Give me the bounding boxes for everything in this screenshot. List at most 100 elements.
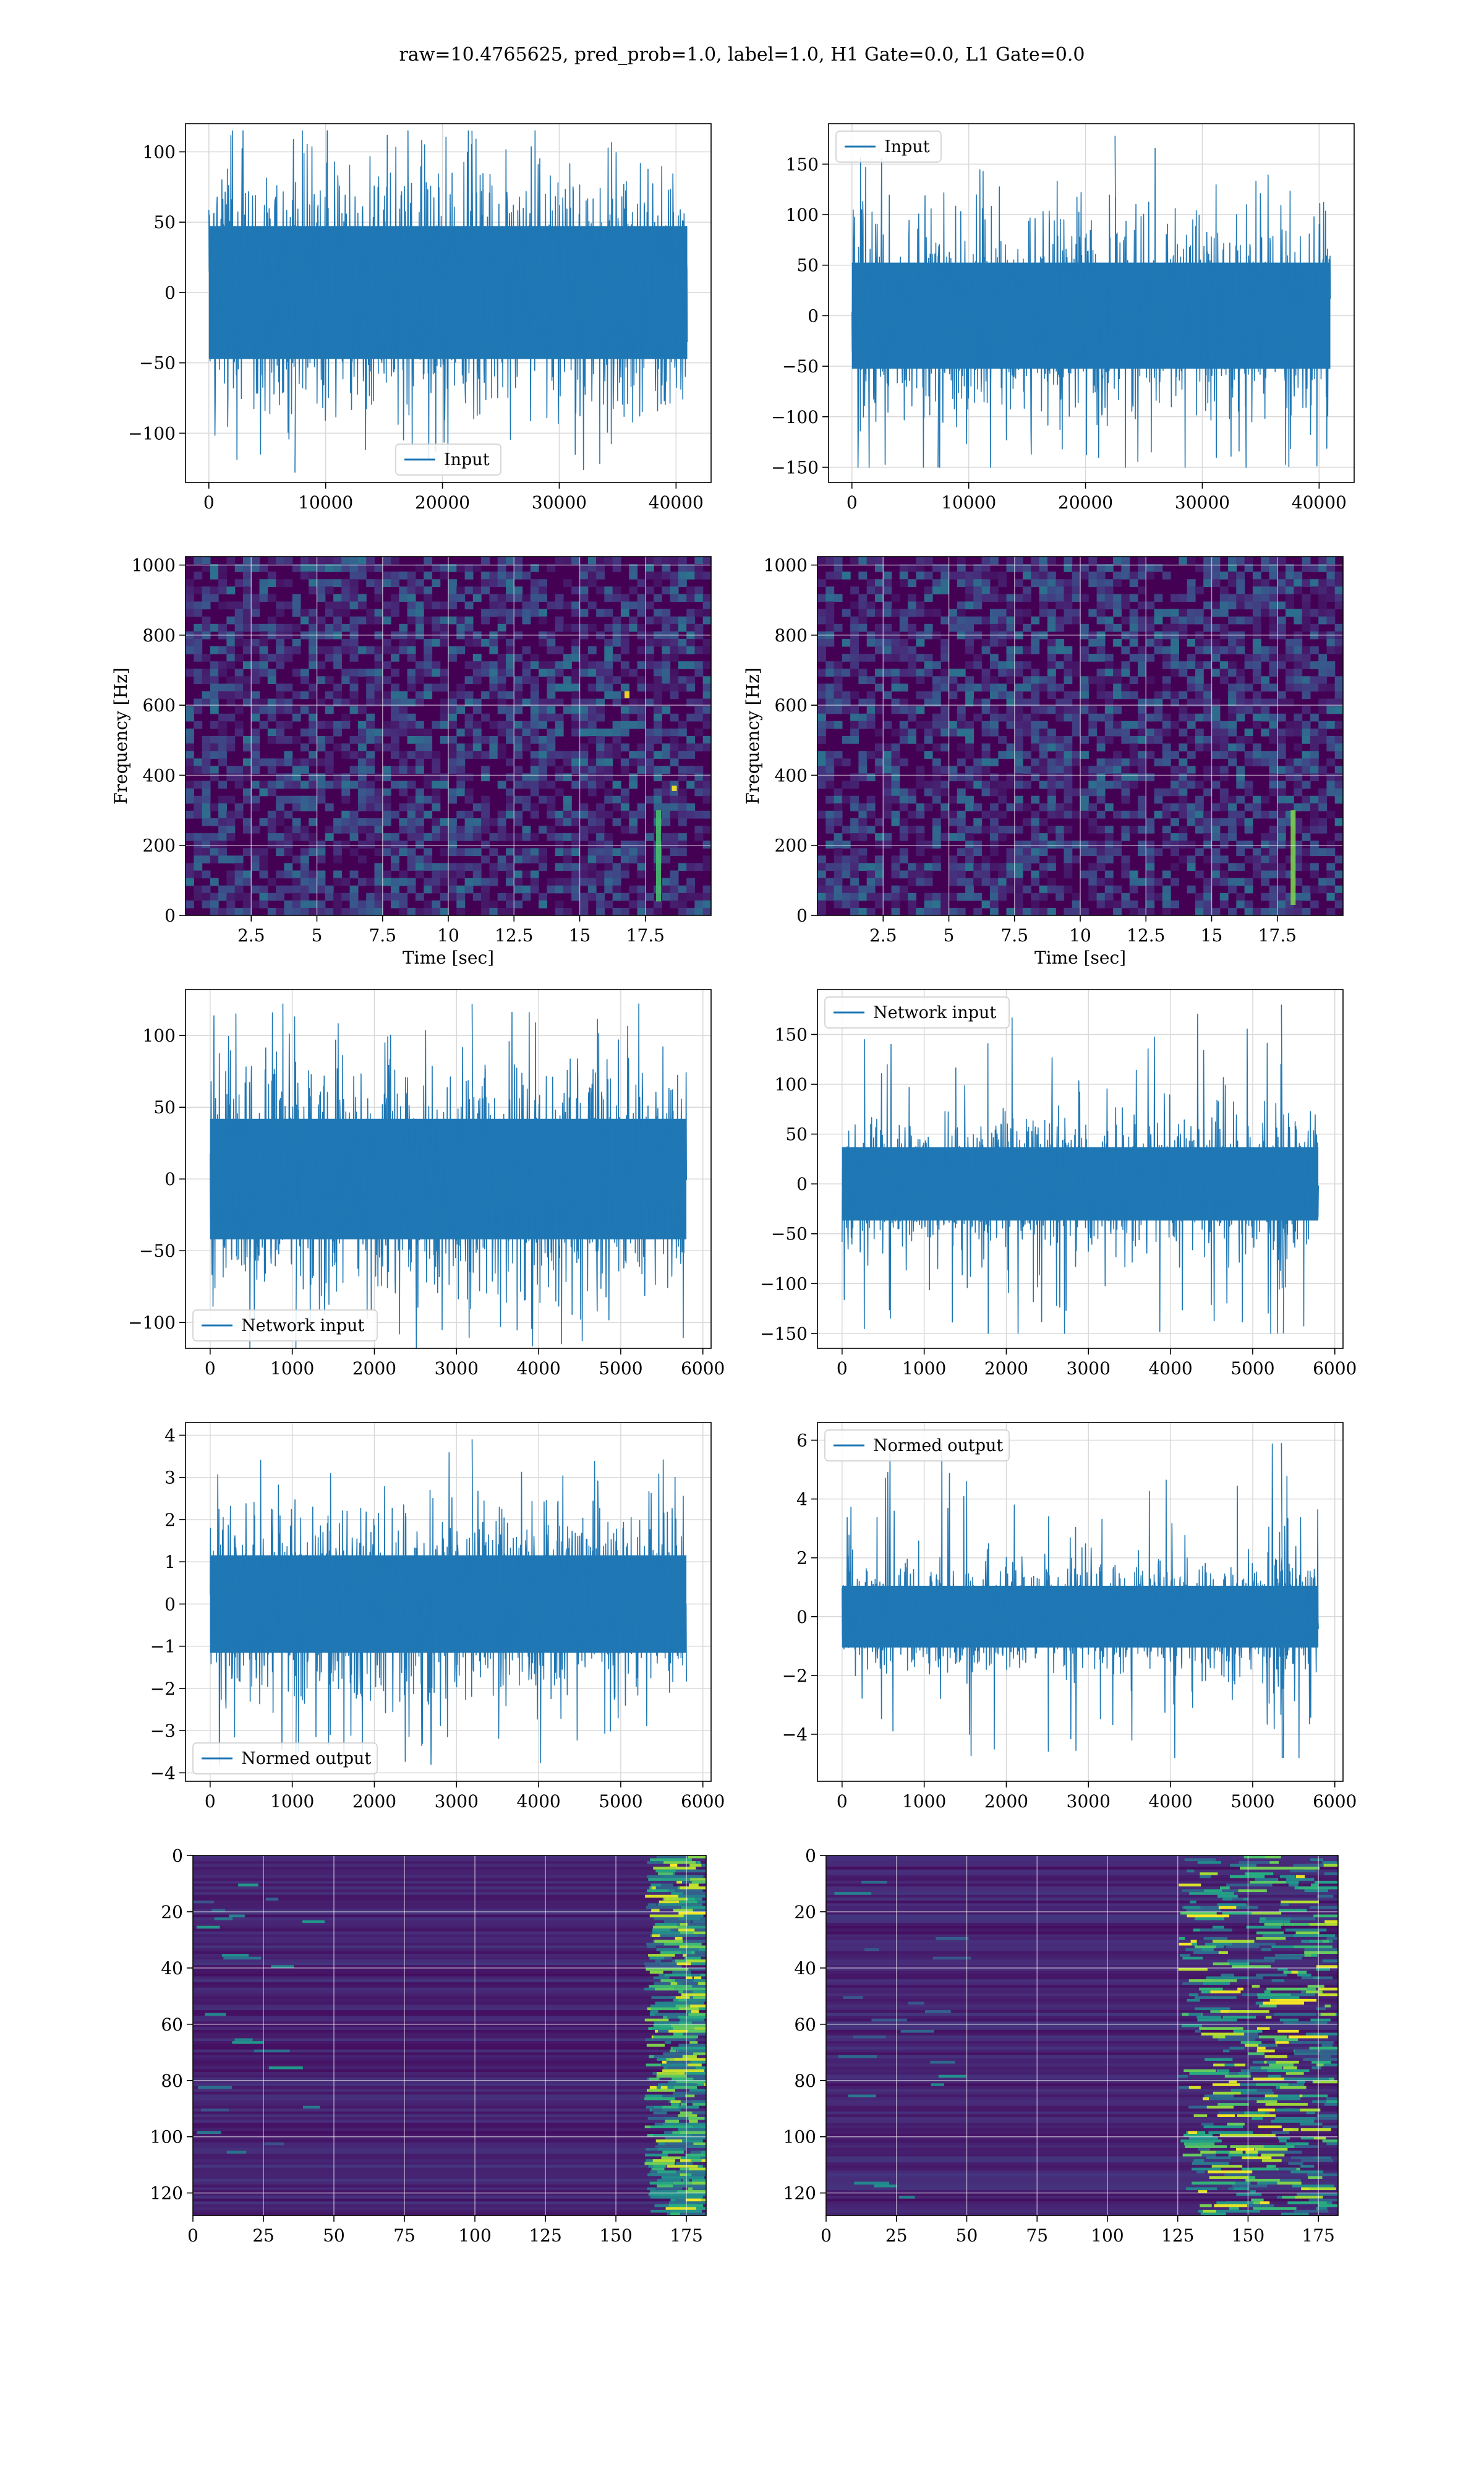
heatmap-cell bbox=[1326, 564, 1336, 572]
heatmap-cell bbox=[1023, 885, 1031, 894]
heatmap-cell bbox=[1014, 892, 1023, 901]
heatmap-cell bbox=[309, 706, 318, 714]
heatmap-cell bbox=[866, 803, 876, 811]
heatmap-cell bbox=[292, 766, 301, 774]
heatmap-streak bbox=[1194, 1945, 1216, 1949]
heatmap-cell bbox=[940, 638, 950, 647]
heatmap-cell bbox=[194, 870, 203, 879]
heatmap-cell bbox=[1294, 676, 1303, 684]
heatmap-cell bbox=[1195, 676, 1204, 684]
heatmap-cell bbox=[1334, 743, 1343, 751]
heatmap-cell bbox=[374, 900, 383, 909]
heatmap-cell bbox=[1154, 594, 1163, 602]
heatmap-cell bbox=[514, 706, 523, 714]
heatmap-cell bbox=[834, 885, 843, 894]
heatmap-cell bbox=[1023, 803, 1031, 811]
heatmap-cell bbox=[309, 833, 318, 841]
heatmap-streak bbox=[647, 1903, 657, 1907]
heatmap-row bbox=[193, 2111, 706, 2115]
heatmap-cell bbox=[850, 818, 859, 826]
heatmap-cell bbox=[842, 669, 851, 677]
heatmap-cell bbox=[662, 706, 671, 714]
heatmap-cell bbox=[1187, 594, 1196, 602]
heatmap-cell bbox=[899, 698, 908, 707]
heatmap-cell bbox=[1261, 848, 1270, 856]
heatmap-cell bbox=[908, 728, 916, 737]
heatmap-cell bbox=[1228, 698, 1237, 707]
heatmap-cell bbox=[875, 594, 884, 602]
heatmap-cell bbox=[1023, 855, 1031, 863]
heatmap-cell bbox=[1195, 803, 1204, 811]
heatmap-cell bbox=[202, 736, 211, 744]
heatmap-cell bbox=[604, 900, 613, 909]
heatmap-cell bbox=[218, 885, 227, 894]
heatmap-cell bbox=[415, 870, 424, 879]
heatmap-cell bbox=[579, 907, 589, 915]
heatmap-cell bbox=[1211, 870, 1221, 879]
y-tick-label: 100 bbox=[143, 1025, 176, 1046]
heatmap-cell bbox=[456, 826, 466, 834]
heatmap-cell bbox=[325, 721, 334, 729]
heatmap-cell bbox=[432, 900, 441, 909]
heatmap-streak bbox=[234, 2038, 253, 2042]
heatmap-cell bbox=[234, 855, 244, 863]
heatmap-cell bbox=[251, 623, 260, 632]
heatmap-cell bbox=[226, 691, 236, 700]
heatmap-cell bbox=[1211, 646, 1221, 654]
heatmap-cell bbox=[448, 736, 457, 744]
heatmap-cell bbox=[678, 638, 687, 647]
y-tick-label: 200 bbox=[143, 836, 176, 856]
heatmap-cell bbox=[1277, 728, 1286, 737]
heatmap-streak bbox=[674, 2058, 706, 2061]
heatmap-row bbox=[826, 1937, 1338, 1940]
heatmap-cell bbox=[218, 758, 227, 766]
heatmap-cell bbox=[1072, 586, 1081, 594]
heatmap-cell bbox=[662, 803, 671, 811]
heatmap-streak bbox=[1226, 1945, 1260, 1949]
heatmap-cell bbox=[276, 773, 284, 782]
heatmap-cell bbox=[662, 564, 671, 572]
heatmap-cell bbox=[965, 661, 974, 669]
heatmap-cell bbox=[612, 885, 621, 894]
heatmap-cell bbox=[1047, 878, 1056, 886]
heatmap-cell bbox=[998, 885, 1007, 894]
heatmap-cell bbox=[1104, 870, 1114, 879]
heatmap-cell bbox=[267, 594, 276, 602]
heatmap-cell bbox=[1104, 900, 1114, 909]
heatmap-cell bbox=[432, 766, 441, 774]
heatmap-cell bbox=[407, 609, 416, 617]
heatmap-cell bbox=[481, 713, 490, 722]
heatmap-cell bbox=[1023, 661, 1031, 669]
heatmap-cell bbox=[1006, 669, 1015, 677]
heatmap-cell bbox=[251, 601, 260, 610]
heatmap-cell bbox=[357, 878, 367, 886]
heatmap-cell bbox=[1326, 586, 1336, 594]
heatmap-cell bbox=[489, 818, 498, 826]
heatmap-cell bbox=[1064, 907, 1073, 915]
heatmap-streak bbox=[660, 2190, 702, 2193]
heatmap-cell bbox=[325, 557, 334, 565]
heatmap-cell bbox=[186, 810, 194, 819]
heatmap-cell bbox=[1334, 676, 1343, 684]
legend: Input bbox=[395, 443, 501, 476]
heatmap-cell bbox=[448, 795, 457, 804]
heatmap-cell bbox=[916, 810, 925, 819]
heatmap-cell bbox=[1179, 826, 1188, 834]
heatmap-cell bbox=[949, 878, 958, 886]
heatmap-cell bbox=[514, 900, 523, 909]
heatmap-cell bbox=[522, 885, 531, 894]
heatmap-cell bbox=[817, 646, 826, 654]
heatmap-cell bbox=[218, 646, 227, 654]
heatmap-cell bbox=[604, 728, 613, 737]
heatmap-cell bbox=[226, 766, 236, 774]
heatmap-cell bbox=[456, 870, 466, 879]
heatmap-cell bbox=[497, 743, 506, 751]
heatmap-cell bbox=[1064, 646, 1073, 654]
heatmap-streak bbox=[675, 2134, 706, 2137]
heatmap-cell bbox=[1286, 638, 1294, 647]
heatmap-row bbox=[193, 2080, 706, 2084]
heatmap-cell bbox=[1252, 654, 1261, 662]
heatmap-cell bbox=[243, 907, 252, 915]
heatmap-cell bbox=[1326, 736, 1336, 744]
heatmap-cell bbox=[686, 766, 696, 774]
